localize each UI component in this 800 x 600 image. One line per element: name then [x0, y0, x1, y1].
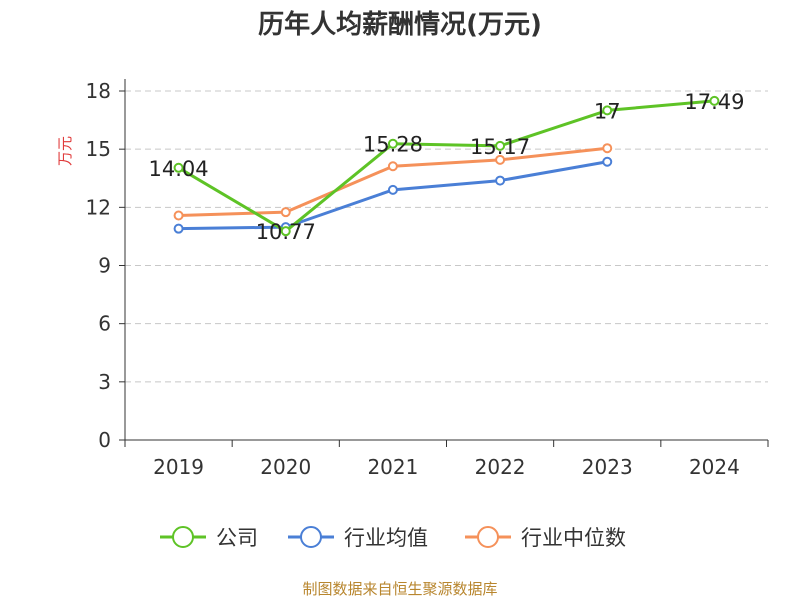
y-tick-label: 18 — [86, 79, 111, 103]
y-tick-label: 15 — [86, 137, 111, 161]
data-point — [387, 184, 398, 195]
series-line — [177, 99, 715, 233]
legend-label: 公司 — [216, 526, 258, 550]
data-point — [387, 161, 398, 172]
data-label: 15.17 — [470, 135, 530, 159]
data-point — [495, 154, 506, 165]
data-point — [387, 138, 398, 149]
x-tick-label: 2019 — [153, 455, 204, 479]
y-tick-label: 9 — [98, 254, 111, 278]
y-tick-label: 12 — [86, 195, 111, 219]
x-tick-label: 2021 — [367, 455, 418, 479]
data-label: 15.28 — [363, 133, 423, 157]
legend-marker — [300, 526, 322, 548]
chart-title: 历年人均薪酬情况(万元) — [258, 10, 542, 40]
data-point — [173, 162, 184, 173]
data-point — [709, 95, 720, 106]
y-tick-label: 6 — [98, 312, 111, 336]
data-point — [173, 223, 184, 234]
y-tick-label: 3 — [98, 370, 111, 394]
data-point — [173, 210, 184, 221]
data-point — [602, 105, 613, 116]
source-note: 制图数据来自恒生聚源数据库 — [302, 580, 498, 598]
x-tick-label: 2022 — [475, 455, 526, 479]
data-label: 17.49 — [684, 90, 744, 114]
legend-marker — [477, 526, 499, 548]
data-point — [495, 140, 506, 151]
data-point — [280, 226, 291, 237]
data-point — [602, 156, 613, 167]
y-axis-label: 万元 — [56, 136, 74, 166]
x-tick-label: 2024 — [689, 455, 740, 479]
legend-label: 行业均值 — [344, 526, 428, 550]
legend-label: 行业中位数 — [521, 526, 626, 550]
x-tick-label: 2023 — [582, 455, 633, 479]
data-point — [280, 207, 291, 218]
x-tick-label: 2020 — [260, 455, 311, 479]
data-point — [602, 143, 613, 154]
legend-marker — [172, 526, 194, 548]
y-tick-label: 0 — [98, 428, 111, 452]
data-label: 14.04 — [149, 157, 209, 181]
data-point — [495, 175, 506, 186]
data-label: 17 — [594, 99, 621, 123]
series-line — [178, 160, 608, 231]
data-label: 10.77 — [256, 220, 316, 244]
